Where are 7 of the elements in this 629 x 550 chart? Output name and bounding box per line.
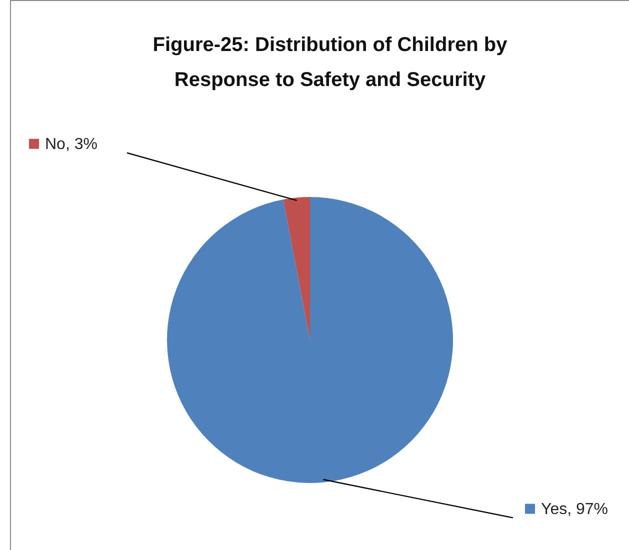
legend-label: No bbox=[45, 136, 66, 153]
chart-title: Figure-25: Distribution of Children by Response to Safety and Security bbox=[152, 33, 508, 93]
data-label: , 97% bbox=[567, 500, 608, 518]
pie-slice bbox=[167, 197, 453, 483]
pie-slice bbox=[283, 197, 310, 340]
legend-label: Yes bbox=[541, 500, 568, 518]
data-label: , 3% bbox=[65, 136, 98, 153]
